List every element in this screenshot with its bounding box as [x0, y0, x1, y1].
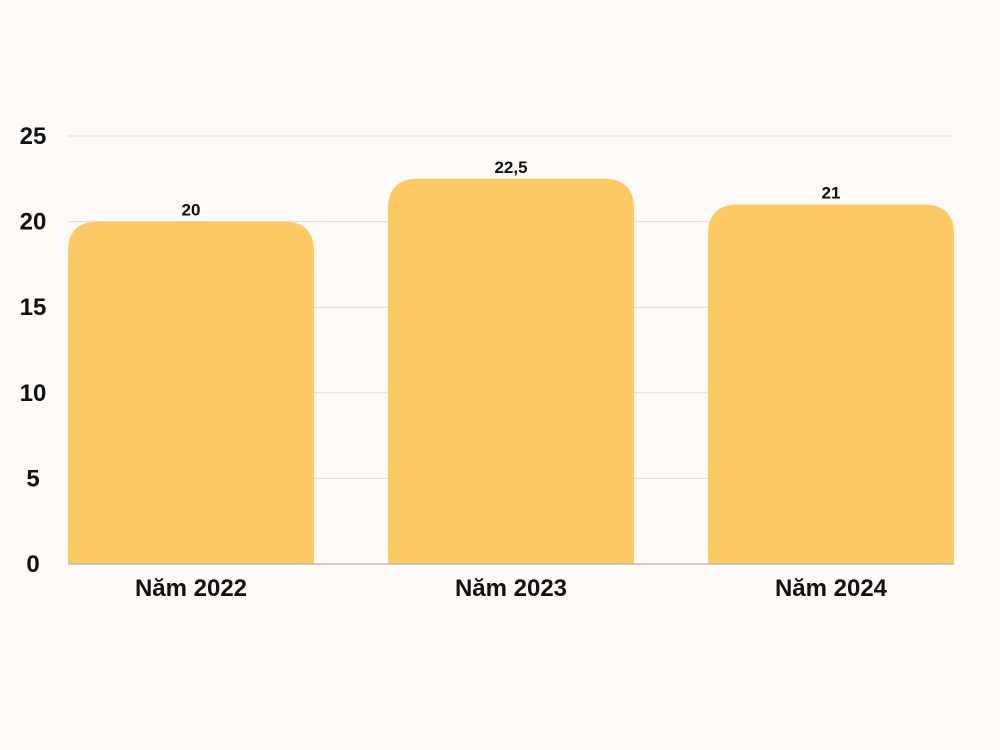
data-labels: 20 22,5 21	[182, 158, 841, 220]
x-category-label: Năm 2023	[455, 575, 567, 602]
y-tick-label: 20	[20, 209, 47, 236]
bar	[388, 178, 634, 565]
bar	[68, 221, 314, 564]
x-category-label: Năm 2024	[775, 575, 888, 602]
y-axis-tick-labels: 0 5 10 15 20 25	[20, 123, 47, 578]
y-tick-label: 0	[26, 551, 39, 578]
y-tick-label: 25	[20, 123, 47, 150]
y-tick-label: 10	[20, 380, 47, 407]
x-category-label: Năm 2022	[135, 575, 247, 602]
y-tick-label: 5	[26, 465, 39, 492]
bar-value-label: 20	[182, 201, 201, 220]
bar	[708, 204, 954, 565]
x-axis-category-labels: Năm 2022 Năm 2023 Năm 2024	[135, 575, 888, 602]
bar-value-label: 21	[822, 183, 841, 202]
y-tick-label: 15	[20, 294, 47, 321]
bars	[68, 178, 954, 565]
bar-value-label: 22,5	[494, 158, 527, 177]
